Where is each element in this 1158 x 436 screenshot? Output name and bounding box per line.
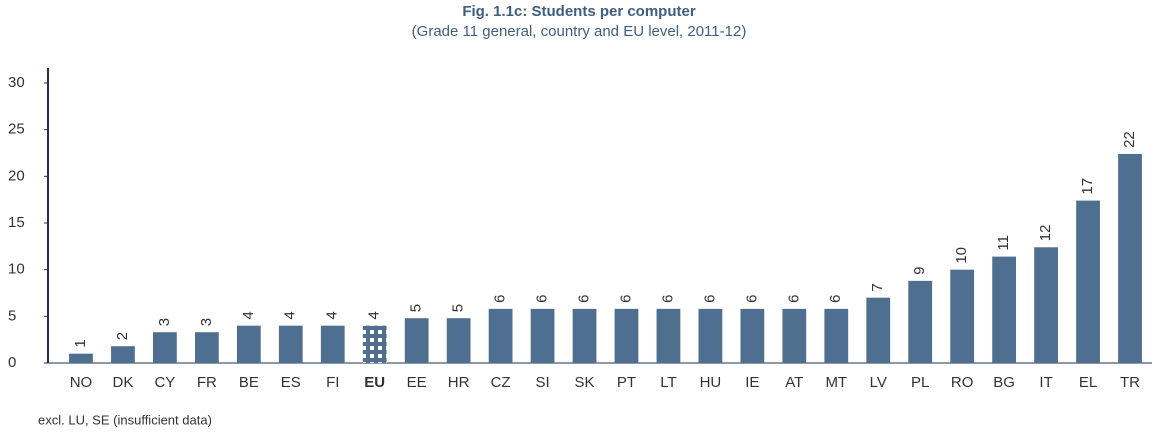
x-tick-label: CZ [491,374,511,391]
x-tick-label: BG [993,374,1015,391]
bar [362,325,387,363]
data-label: 1 [72,339,89,347]
x-tick-label: MT [825,374,847,391]
y-tick-label: 20 [8,167,25,184]
data-label: 4 [324,311,341,319]
x-tick-label: NO [70,374,93,391]
y-tick-label: 5 [8,307,16,324]
bar [740,308,765,363]
data-label: 22 [1121,131,1138,148]
bar [111,346,135,363]
data-label: 3 [198,318,215,326]
data-label: 12 [1037,225,1054,242]
x-tick-label: FR [197,374,217,391]
x-tick-label: FI [326,374,339,391]
chart-title: Fig. 1.1c: Students per computer [462,3,696,20]
x-tick-label: HU [700,374,722,391]
x-tick-label: ES [281,374,301,391]
data-label: 6 [743,295,760,303]
x-tick-label: HR [448,374,470,391]
data-label: 6 [827,295,844,303]
bar [866,297,891,363]
x-tick-label: EL [1079,374,1097,391]
bar [69,353,93,363]
bar [824,308,849,363]
data-label: 4 [366,311,383,319]
y-tick-label: 15 [8,214,25,231]
data-label: 5 [408,304,425,312]
bar [446,318,471,363]
data-label: 4 [282,311,299,319]
data-label: 6 [659,295,676,303]
bar [320,325,345,363]
x-tick-label: RO [951,374,974,391]
data-label: 6 [534,295,551,303]
bar [1034,247,1058,363]
bar [1118,153,1142,363]
data-label: 10 [953,247,970,264]
chart-subtitle: (Grade 11 general, country and EU level,… [412,23,747,40]
footnote: excl. LU, SE (insufficient data) [38,412,212,427]
data-label: 6 [701,295,718,303]
x-tick-label: LT [660,374,676,391]
bar [950,269,975,363]
bar [572,308,597,363]
x-tick-label: LV [870,374,887,391]
data-label: 6 [785,295,802,303]
y-tick-label: 10 [8,261,25,278]
x-tick-label: EU [364,374,385,391]
x-tick-label: IE [745,374,759,391]
data-label: 6 [617,295,634,303]
bar [404,318,429,363]
x-tick-label: BE [239,374,259,391]
y-tick-label: 30 [8,74,25,91]
x-tick-label: SI [535,374,549,391]
bar [992,256,1017,363]
x-tick-label: IT [1039,374,1052,391]
data-label: 6 [575,295,592,303]
data-label: 5 [450,304,467,312]
data-label: 2 [114,332,131,340]
bar [782,308,807,363]
x-tick-label: SK [575,374,595,391]
data-label: 9 [911,267,928,275]
x-tick-label: AT [785,374,803,391]
bar [153,332,177,363]
y-tick-label: 25 [8,121,25,138]
bar [908,280,933,363]
x-tick-label: PT [617,374,636,391]
bar [530,308,555,363]
bar [698,308,723,363]
x-tick-label: PL [911,374,929,391]
data-label: 4 [240,311,257,319]
data-label: 3 [156,318,173,326]
y-tick-label: 0 [8,354,16,371]
data-label: 6 [492,295,509,303]
bar [488,308,513,363]
bar [614,308,639,363]
bar [656,308,681,363]
data-label: 17 [1079,178,1096,195]
x-tick-label: DK [113,374,134,391]
bar [1076,200,1100,363]
x-tick-label: CY [154,374,175,391]
x-tick-label: TR [1120,374,1140,391]
data-label: 11 [995,235,1012,251]
bar [236,325,261,363]
bar [278,325,303,363]
x-tick-label: EE [407,374,427,391]
bar [194,332,219,363]
data-label: 7 [869,283,886,291]
